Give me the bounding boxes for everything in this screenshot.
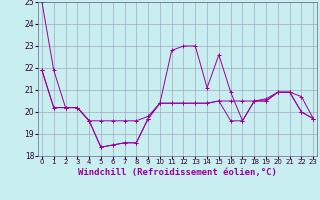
X-axis label: Windchill (Refroidissement éolien,°C): Windchill (Refroidissement éolien,°C) [78,168,277,177]
